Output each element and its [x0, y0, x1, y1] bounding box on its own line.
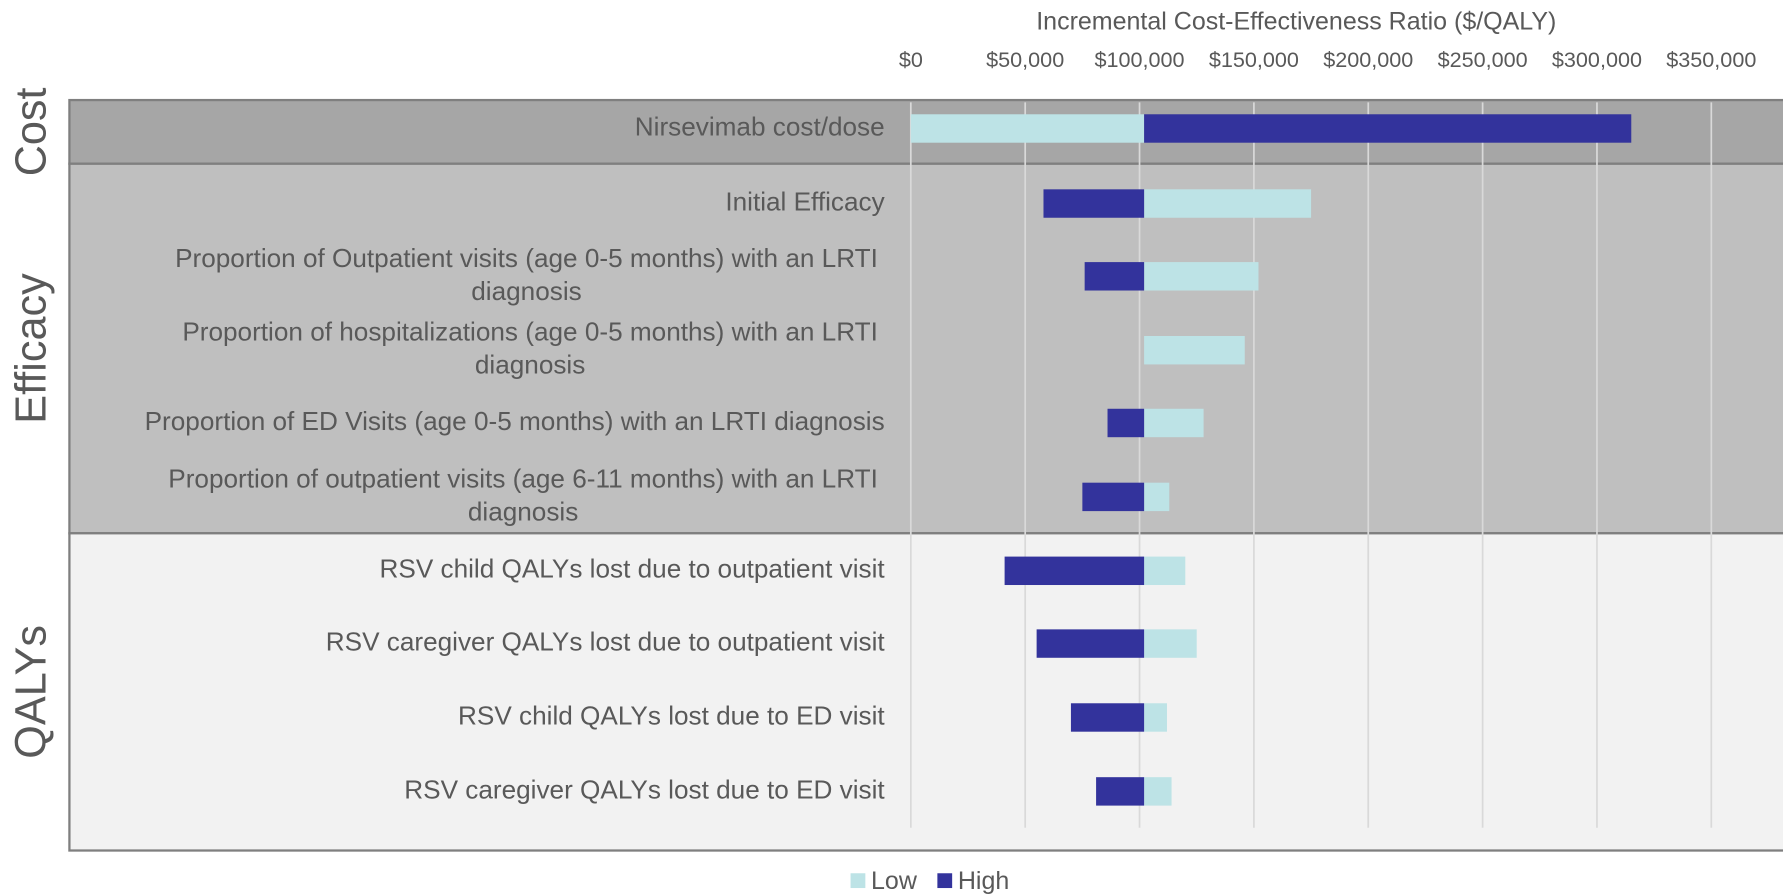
category-label: RSV caregiver QALYs lost due to outpatie… — [326, 626, 886, 656]
bar-low — [1144, 629, 1197, 658]
bar-high — [1096, 777, 1145, 806]
bar-high — [1036, 629, 1145, 658]
category-label: Initial Efficacy — [725, 186, 885, 216]
x-tick-label: $350,000 — [1666, 47, 1756, 72]
group-panel — [68, 162, 1783, 535]
category-label: Proportion of hospitalizations (age 0-5 … — [182, 317, 878, 380]
bar-low — [1144, 189, 1312, 218]
bar-high — [1082, 482, 1145, 512]
x-tick-label: $250,000 — [1438, 47, 1528, 72]
legend-label: High — [958, 867, 1009, 895]
bar-low — [1144, 262, 1259, 291]
category-label: RSV caregiver QALYs lost due to ED visit — [404, 774, 885, 804]
x-tick-label: $300,000 — [1552, 47, 1642, 72]
bar-low — [910, 114, 1145, 143]
bar-high — [1043, 189, 1145, 218]
category-label: Nirsevimab cost/dose — [635, 111, 885, 141]
bar-high — [1144, 114, 1632, 143]
group-panel — [68, 532, 1783, 852]
bar-high — [1004, 556, 1145, 586]
bar-low — [1144, 556, 1186, 586]
category-label: RSV child QALYs lost due to ED visit — [458, 700, 885, 730]
x-tick-label: $100,000 — [1095, 47, 1185, 72]
category-label: RSV child QALYs lost due to outpatient v… — [380, 554, 886, 584]
bar-high — [1070, 703, 1145, 732]
group-label: QALYs — [8, 625, 56, 759]
group-label: Cost — [8, 87, 56, 176]
bar-low — [1144, 703, 1167, 732]
x-tick-label: $50,000 — [986, 47, 1064, 72]
x-tick-label: $0 — [899, 47, 923, 72]
bar-high — [1084, 262, 1145, 291]
bar-high — [1107, 408, 1145, 438]
category-label: Proportion of Outpatient visits (age 0-5… — [175, 243, 878, 306]
category-label: Proportion of outpatient visits (age 6-1… — [168, 463, 878, 526]
legend-label: Low — [871, 867, 918, 895]
legend-swatch — [850, 873, 866, 889]
bar-low — [1144, 482, 1170, 512]
x-tick-label: $150,000 — [1209, 47, 1299, 72]
legend-swatch — [937, 873, 953, 889]
bar-low — [1144, 408, 1204, 438]
group-label: Efficacy — [8, 273, 56, 424]
x-tick-label: $200,000 — [1323, 47, 1413, 72]
category-label: Proportion of ED Visits (age 0-5 months)… — [145, 406, 885, 436]
bar-low — [1144, 336, 1245, 365]
axis-title: Incremental Cost-Effectiveness Ratio ($/… — [1036, 7, 1556, 35]
bar-low — [1144, 777, 1172, 806]
